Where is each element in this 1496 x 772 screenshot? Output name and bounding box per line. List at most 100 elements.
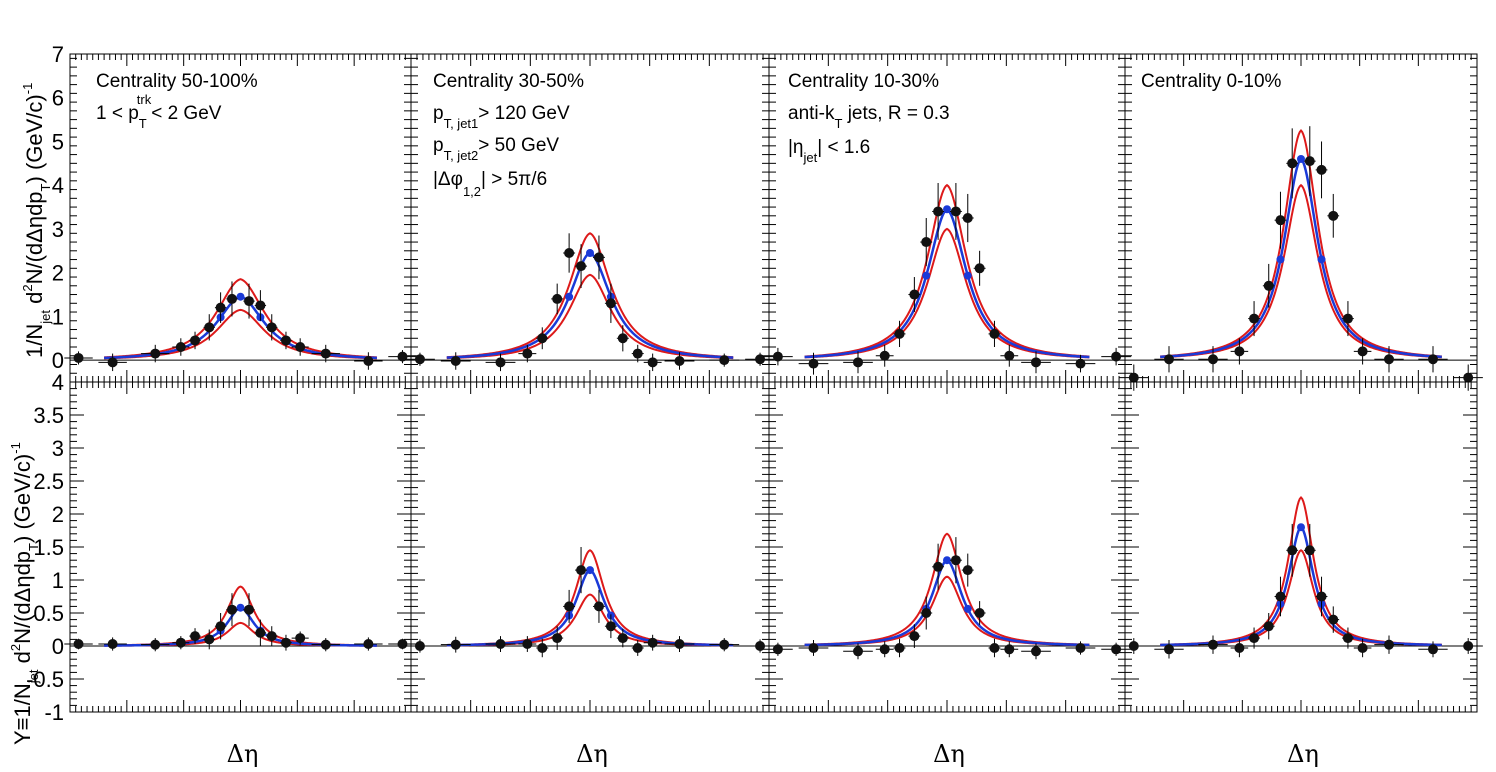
- data-point: [798, 640, 829, 656]
- data-marker: [632, 642, 643, 653]
- fit-marker: [586, 566, 594, 575]
- data-marker: [1463, 641, 1474, 651]
- data-marker: [1428, 354, 1438, 365]
- data-point: [920, 596, 933, 630]
- data-point: [961, 193, 974, 243]
- data-point: [988, 638, 1001, 658]
- data-point: [1315, 576, 1328, 617]
- data-point: [172, 338, 190, 356]
- data-marker: [950, 555, 961, 566]
- data-point: [1065, 354, 1096, 373]
- fit-band-upper: [1160, 128, 1442, 358]
- panel-r1-c1: [405, 381, 775, 713]
- data-marker: [1328, 210, 1339, 221]
- data-point: [1374, 346, 1404, 373]
- data-point: [1453, 638, 1483, 654]
- data-marker: [363, 356, 374, 367]
- y-axis-title-top: 1/Njet d2N/(dΔηdpT) (GeV/c)-1: [20, 83, 53, 358]
- data-point: [1230, 338, 1249, 365]
- y-tick-label: 0: [52, 348, 64, 373]
- data-marker: [1357, 642, 1368, 653]
- data-point: [1342, 301, 1354, 337]
- data-point: [1000, 641, 1019, 658]
- data-marker: [632, 348, 643, 359]
- data-point: [1274, 191, 1287, 249]
- data-point: [254, 619, 267, 646]
- data-marker: [1111, 644, 1122, 655]
- y-tick-label: 4: [52, 370, 64, 395]
- panels-layer: [64, 53, 1483, 713]
- fit-central: [104, 606, 377, 647]
- data-marker: [450, 356, 461, 367]
- y-tick-label: 7: [52, 42, 64, 67]
- data-point: [893, 638, 906, 658]
- data-marker: [1463, 372, 1474, 383]
- data-marker: [73, 352, 84, 363]
- panel-r1-c3: [1119, 381, 1483, 713]
- fit-band-lower: [446, 593, 734, 647]
- annotation-jet2-pt: pT, jet2> 50 GeV: [433, 135, 559, 163]
- data-marker: [921, 608, 932, 618]
- data-point: [1119, 638, 1149, 654]
- data-marker: [1208, 354, 1218, 365]
- data-point: [291, 338, 309, 356]
- data-marker: [266, 631, 277, 642]
- data-point: [575, 547, 588, 594]
- data-point: [243, 593, 255, 627]
- data-marker: [107, 639, 118, 650]
- data-point: [763, 347, 793, 366]
- data-marker: [1004, 350, 1015, 361]
- data-marker: [1263, 621, 1274, 632]
- data-marker: [1249, 313, 1260, 324]
- data-point: [1248, 627, 1260, 649]
- y-tick-label: 1: [52, 304, 64, 329]
- data-marker: [280, 335, 291, 346]
- fit-central: [446, 251, 734, 359]
- data-marker: [909, 631, 920, 642]
- data-marker: [280, 637, 291, 648]
- y-tick-label: 2.5: [33, 469, 64, 494]
- panel-r1-c0: [64, 381, 417, 713]
- data-point: [1198, 635, 1228, 654]
- data-point: [893, 320, 906, 348]
- data-point: [709, 638, 740, 652]
- data-point: [604, 614, 617, 639]
- data-point: [266, 626, 278, 646]
- data-marker: [879, 350, 890, 361]
- data-point: [551, 626, 564, 650]
- data-point: [592, 589, 605, 623]
- data-marker: [1342, 313, 1353, 324]
- data-marker: [989, 328, 1000, 339]
- data-marker: [1287, 158, 1298, 169]
- fit-marker: [963, 271, 972, 280]
- fit-marker: [943, 205, 951, 214]
- fit-marker: [922, 271, 931, 280]
- fit-marker: [1297, 523, 1305, 532]
- data-marker: [204, 322, 215, 333]
- y-tick-label: 5: [52, 129, 64, 154]
- data-point: [354, 352, 383, 370]
- data-marker: [1304, 156, 1315, 167]
- data-marker: [1128, 372, 1139, 383]
- data-marker: [593, 252, 604, 263]
- data-marker: [522, 639, 533, 650]
- data-marker: [962, 213, 973, 223]
- data-point: [1119, 364, 1149, 391]
- data-marker: [255, 627, 266, 638]
- data-point: [932, 543, 945, 590]
- panel-frame: [768, 381, 1126, 713]
- data-point: [604, 283, 617, 323]
- fit-marker: [565, 292, 574, 301]
- fit-band-lower: [104, 308, 377, 360]
- data-marker: [226, 293, 237, 304]
- data-point: [1315, 141, 1328, 199]
- fit-central: [446, 568, 734, 647]
- data-point: [973, 250, 986, 286]
- data-point: [1374, 635, 1404, 654]
- data-point: [1342, 627, 1354, 649]
- data-marker: [1304, 545, 1315, 556]
- data-marker: [414, 354, 425, 365]
- data-point: [405, 639, 435, 653]
- data-marker: [605, 621, 616, 632]
- data-marker: [397, 639, 408, 650]
